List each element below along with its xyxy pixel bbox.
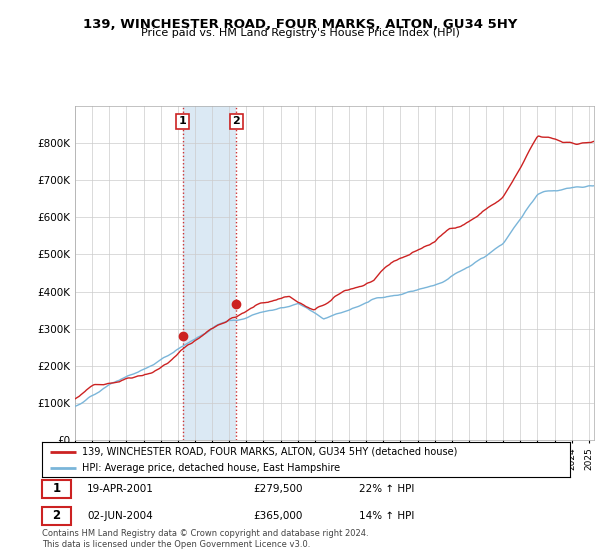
Text: 02-JUN-2004: 02-JUN-2004 bbox=[87, 511, 152, 521]
Bar bbox=[183, 106, 236, 440]
Text: £365,000: £365,000 bbox=[253, 511, 302, 521]
FancyBboxPatch shape bbox=[42, 480, 71, 498]
Text: £279,500: £279,500 bbox=[253, 484, 303, 494]
Text: Contains HM Land Registry data © Crown copyright and database right 2024.
This d: Contains HM Land Registry data © Crown c… bbox=[42, 529, 368, 549]
Text: 139, WINCHESTER ROAD, FOUR MARKS, ALTON, GU34 5HY: 139, WINCHESTER ROAD, FOUR MARKS, ALTON,… bbox=[83, 18, 517, 31]
Text: 19-APR-2001: 19-APR-2001 bbox=[87, 484, 154, 494]
FancyBboxPatch shape bbox=[42, 507, 71, 525]
Text: 22% ↑ HPI: 22% ↑ HPI bbox=[359, 484, 414, 494]
Text: 139, WINCHESTER ROAD, FOUR MARKS, ALTON, GU34 5HY (detached house): 139, WINCHESTER ROAD, FOUR MARKS, ALTON,… bbox=[82, 447, 457, 457]
Text: Price paid vs. HM Land Registry's House Price Index (HPI): Price paid vs. HM Land Registry's House … bbox=[140, 28, 460, 38]
Text: 1: 1 bbox=[52, 482, 61, 496]
Text: 2: 2 bbox=[52, 509, 61, 522]
Text: HPI: Average price, detached house, East Hampshire: HPI: Average price, detached house, East… bbox=[82, 463, 340, 473]
Text: 2: 2 bbox=[232, 116, 240, 127]
Text: 14% ↑ HPI: 14% ↑ HPI bbox=[359, 511, 414, 521]
Text: 1: 1 bbox=[179, 116, 187, 127]
